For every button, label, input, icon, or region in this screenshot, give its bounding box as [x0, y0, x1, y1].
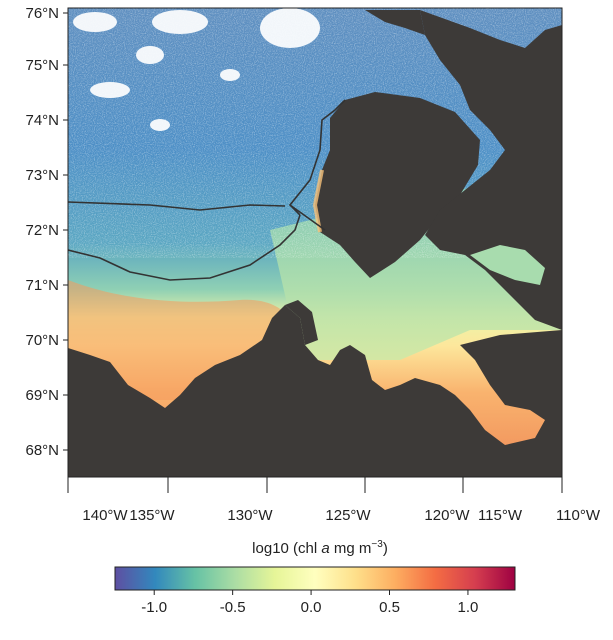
lat-label-68: 68°N	[25, 442, 59, 459]
colorbar-title-suffix: mg m	[330, 540, 372, 557]
lon-label-135: 135°W	[129, 507, 175, 524]
mainland	[68, 305, 562, 477]
colorbar-title-close: )	[383, 540, 388, 557]
lon-label-140: 140°W	[82, 507, 128, 524]
prince-albert-sound[interactable]	[470, 245, 545, 285]
lon-label-115: 115°W	[478, 507, 523, 524]
lon-label-120: 120°W	[424, 507, 470, 524]
north-islands	[365, 10, 425, 35]
lat-label-75: 75°N	[25, 57, 59, 74]
colorbar-tick-label: 0.5	[379, 599, 400, 616]
lat-label-70: 70°N	[25, 332, 59, 349]
colorbar-tick-label: -1.0	[141, 599, 167, 616]
map-panel	[68, 8, 562, 477]
lat-label-71: 71°N	[25, 277, 59, 294]
lat-label-72: 72°N	[25, 222, 59, 239]
lat-label-74: 74°N	[25, 112, 59, 129]
colorbar-title-superscript: −3	[371, 539, 383, 550]
colorbar-ticks	[153, 590, 469, 595]
boundary-lines	[68, 99, 346, 281]
lon-label-130: 130°W	[227, 507, 273, 524]
colorbar-title-prefix: log10 (chl	[252, 540, 321, 557]
colorbar-title: log10 (chl a mg m−3)	[252, 539, 388, 557]
longitude-ticks	[67, 477, 563, 493]
cape-bathurst	[285, 300, 318, 345]
plot-frame	[67, 7, 563, 478]
colorbar-gradient	[114, 566, 516, 591]
banks-west-coast-fringe	[312, 169, 324, 233]
lon-label-110: 110°W	[556, 507, 601, 524]
colorbar: -1.0 -0.5 0.0 0.5 1.0	[114, 566, 516, 616]
colorbar-tick-label: -0.5	[220, 599, 246, 616]
lat-label-76: 76°N	[25, 5, 59, 22]
longitude-axis: 140°W 135°W 130°W 125°W 120°W 115°W 110°…	[67, 477, 601, 524]
colorbar-tick-label: 1.0	[458, 599, 479, 616]
colorbar-tick-labels: -1.0 -0.5 0.0 0.5 1.0	[141, 599, 478, 616]
colorbar-title-italic: a	[321, 540, 329, 557]
lat-label-69: 69°N	[25, 387, 59, 404]
latitude-axis: 76°N 75°N 74°N 73°N 72°N 71°N 70°N 69°N …	[25, 5, 68, 459]
colorbar-tick-label: 0.0	[301, 599, 322, 616]
lat-label-73: 73°N	[25, 167, 59, 184]
latitude-ticks	[63, 12, 68, 451]
banks-island	[315, 92, 480, 278]
land-masses	[68, 10, 562, 477]
cloud-gaps	[73, 8, 320, 131]
victoria-island	[420, 10, 562, 330]
lon-label-125: 125°W	[325, 507, 371, 524]
